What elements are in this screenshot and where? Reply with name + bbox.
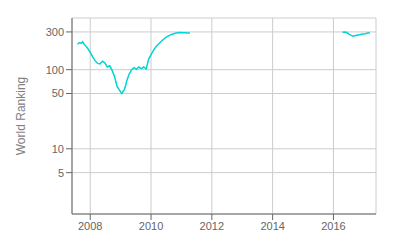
svg-text:2016: 2016	[321, 220, 345, 232]
svg-text:300: 300	[46, 26, 64, 38]
svg-text:World Ranking: World Ranking	[14, 77, 28, 155]
svg-text:2010: 2010	[139, 220, 163, 232]
svg-text:10: 10	[52, 143, 64, 155]
svg-text:50: 50	[52, 87, 64, 99]
svg-text:2014: 2014	[260, 220, 284, 232]
svg-text:2008: 2008	[78, 220, 102, 232]
svg-text:5: 5	[58, 167, 64, 179]
svg-text:100: 100	[46, 64, 64, 76]
svg-text:2012: 2012	[200, 220, 224, 232]
